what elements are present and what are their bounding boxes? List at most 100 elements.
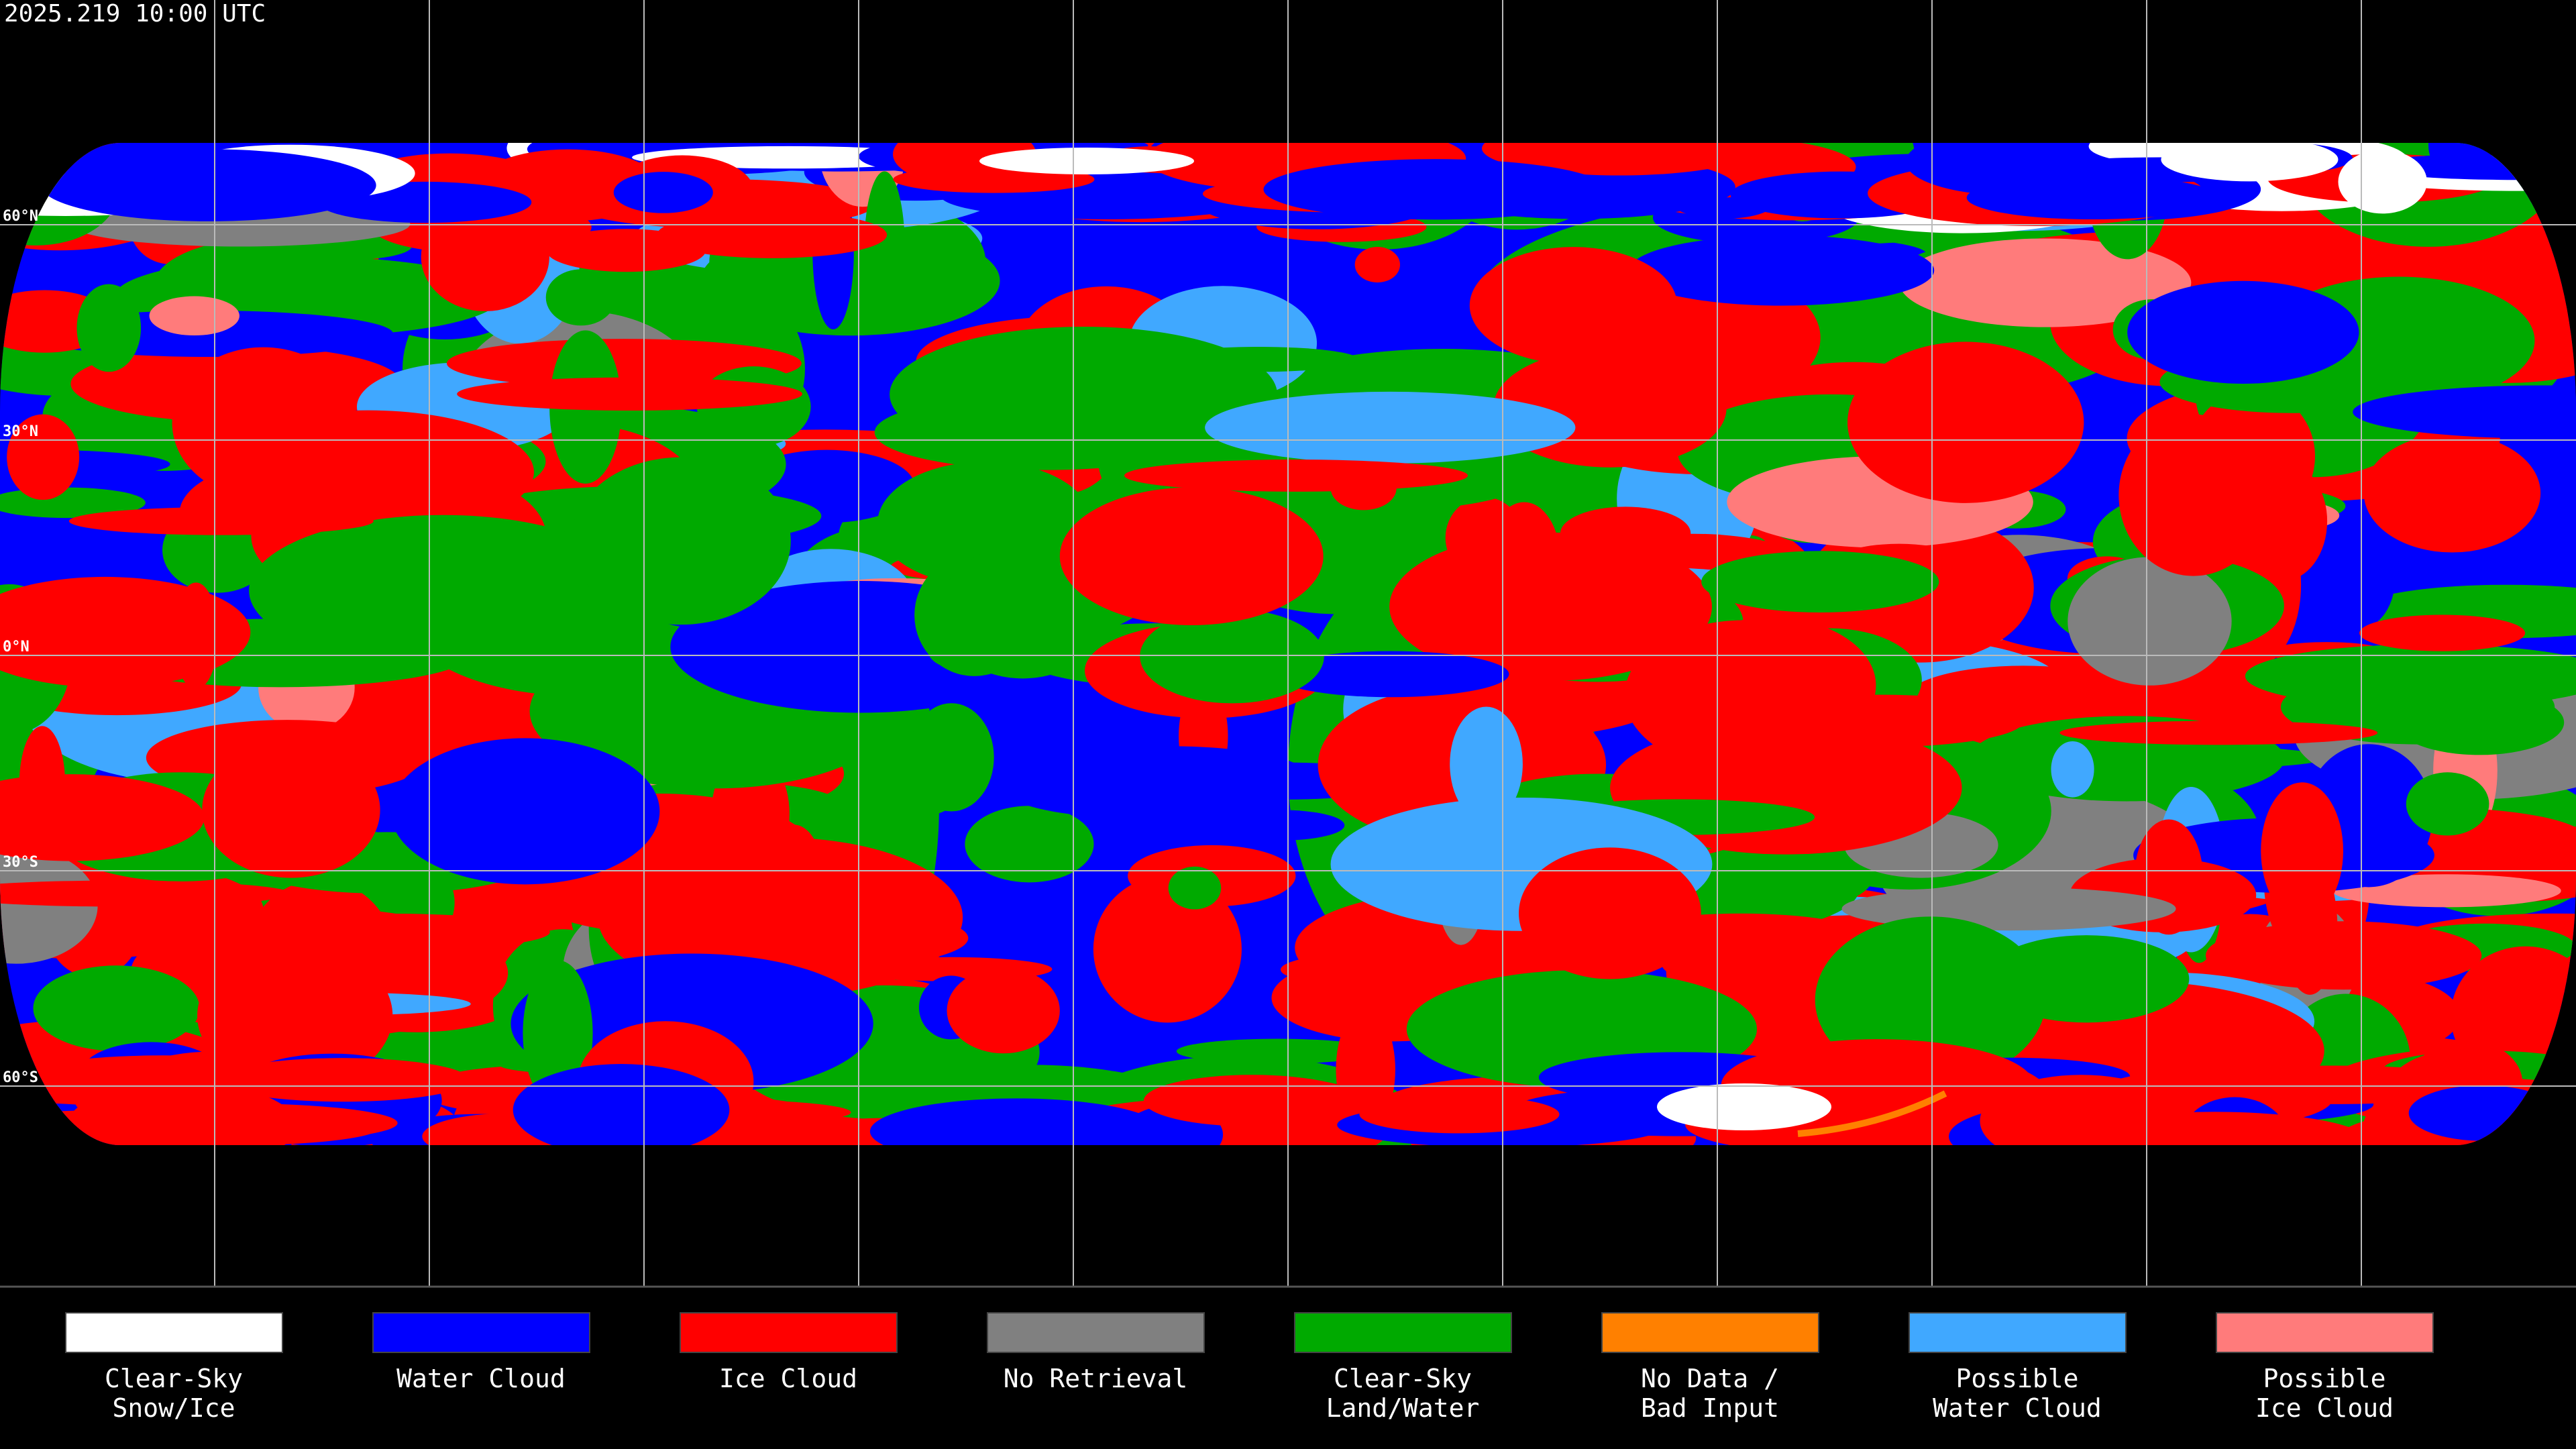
polar-patch	[1263, 159, 1607, 220]
polar-patch	[893, 143, 1036, 185]
legend-swatch	[1601, 1312, 1819, 1353]
cloud-patch	[1032, 746, 1306, 803]
cloud-patch	[720, 851, 834, 927]
cloud-patch	[1701, 551, 1939, 612]
cloud-patch	[1124, 460, 1468, 492]
legend-label: Clear-Sky	[1334, 1364, 1472, 1393]
cloud-patch	[864, 171, 905, 327]
latitude-label: 30°N	[3, 423, 38, 440]
legend-label: Land/Water	[1326, 1393, 1480, 1423]
polar-patch	[2161, 143, 2339, 182]
cloud-patch	[1280, 951, 1499, 988]
cloud-patch	[174, 582, 219, 690]
cloud-patch	[202, 742, 380, 878]
polar-patch	[513, 1064, 730, 1145]
cloud-patch	[2059, 720, 2378, 745]
cloud-patch	[1093, 875, 1242, 1023]
polar-patch	[869, 1098, 1164, 1145]
cloud-patch	[2127, 280, 2359, 384]
latitude-label: 0°N	[3, 639, 30, 655]
legend-label: Water Cloud	[396, 1364, 566, 1393]
cloud-patch	[149, 296, 239, 336]
legend-label: Possible	[2263, 1364, 2385, 1393]
cloud-patch	[172, 347, 355, 499]
legend-label: Ice Cloud	[2255, 1393, 2394, 1423]
latitude-label: 60°N	[3, 208, 38, 225]
cloud-patch	[1469, 247, 1678, 364]
legend-swatch	[1909, 1312, 2127, 1353]
polar-patch	[2172, 1065, 2496, 1104]
cloud-patch	[2359, 614, 2526, 651]
cloud-patch	[2353, 385, 2576, 439]
cloud-patch	[2363, 433, 2541, 553]
polar-patch	[215, 1058, 470, 1102]
cloud-patch	[2051, 741, 2094, 798]
cloud-patch	[545, 269, 616, 326]
cloud-patch	[1218, 810, 1345, 841]
cloud-patch	[963, 910, 1069, 936]
cloud-patch	[421, 202, 549, 312]
legend-label: Ice Cloud	[719, 1364, 857, 1393]
legend-label: Snow/Ice	[112, 1393, 235, 1423]
ice-shelf	[979, 148, 1194, 174]
legend-swatch	[680, 1312, 898, 1353]
cloud-patch	[33, 965, 200, 1051]
cloud-patch	[2280, 669, 2555, 745]
cloud-patch	[938, 545, 1107, 679]
cloud-patch	[1354, 247, 1401, 283]
ice-shelf	[1657, 1083, 1831, 1130]
cloud-patch	[1140, 609, 1324, 704]
cloud-patch	[457, 377, 803, 411]
legend-swatch	[65, 1312, 283, 1353]
latitude-label: 60°S	[3, 1069, 38, 1086]
legend-label: No Data /	[1641, 1364, 1779, 1393]
polar-patch	[1966, 176, 2220, 220]
cloud-patch	[1205, 391, 1576, 464]
cloud-patch	[1518, 847, 1701, 979]
cloud-patch	[2314, 530, 2395, 631]
polar-patch	[613, 172, 713, 213]
cloud-patch	[0, 847, 98, 964]
cloud-patch	[2406, 772, 2489, 836]
polar-patch	[2338, 150, 2427, 214]
cloud-patch	[2118, 414, 2268, 576]
polar-patch	[2059, 1112, 2370, 1145]
cloud-patch	[1168, 866, 1222, 910]
cloud-patch	[2205, 921, 2482, 990]
legend-label: Possible	[1955, 1364, 2078, 1393]
cloud-patch	[1445, 496, 1523, 579]
legend-swatch	[2216, 1312, 2434, 1353]
legend-label: Water Cloud	[1933, 1393, 2102, 1423]
cloud-patch	[76, 284, 142, 372]
cloud-patch	[947, 967, 1060, 1054]
cloud-patch	[1159, 346, 1358, 372]
legend-swatch	[987, 1312, 1205, 1353]
polar-patch	[40, 149, 376, 221]
polar-patch	[1482, 143, 1757, 176]
cloud-patch	[0, 880, 291, 907]
cloud-patch	[197, 945, 393, 1087]
cloud-patch	[908, 703, 994, 812]
cloud-patch	[2261, 782, 2343, 920]
cloud-patch	[571, 457, 791, 625]
cloud-patch	[1450, 706, 1523, 822]
cloud-patch	[1899, 238, 2192, 327]
cloud-patch	[1847, 341, 2084, 503]
cloud-patch	[249, 515, 637, 666]
legend-label: Clear-Sky	[105, 1364, 243, 1393]
bad-data-edge	[1797, 1090, 1947, 1137]
polar-patch	[1143, 1075, 1360, 1127]
cloud-patch	[1735, 694, 2024, 747]
graticule: 60°N 30°N 0°N 30°S 60°S	[0, 0, 2576, 1287]
cloud-patch	[1059, 487, 1324, 625]
cloud-patch	[0, 774, 205, 861]
cloud-patch	[7, 414, 80, 500]
cloud-patch	[1629, 235, 1935, 306]
legend-label: Bad Input	[1641, 1393, 1779, 1423]
title: 2025.219 10:00 UTC	[4, 0, 266, 28]
legend-label: No Retrieval	[1004, 1364, 1188, 1393]
legend-swatch	[1294, 1312, 1512, 1353]
latitude-label: 30°S	[3, 854, 38, 871]
